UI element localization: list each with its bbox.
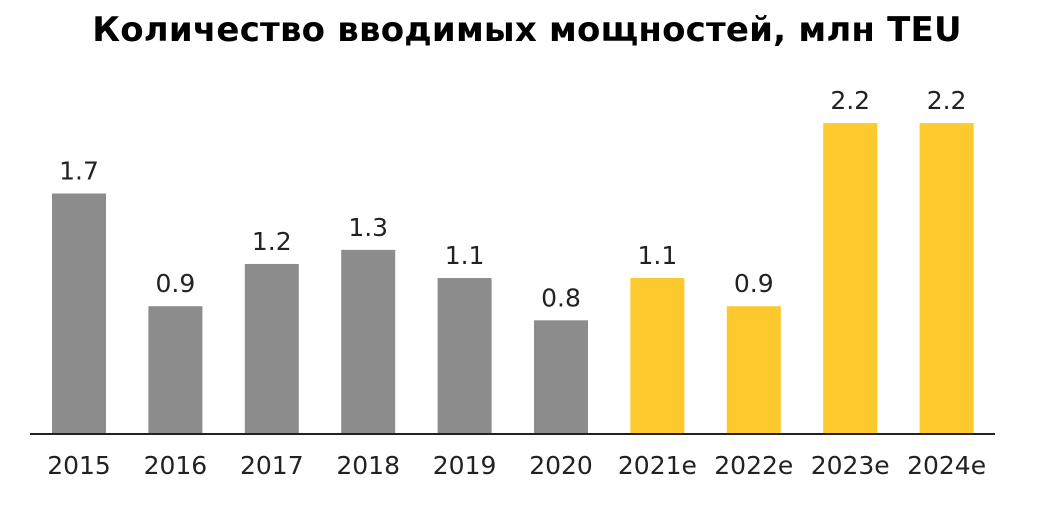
x-tick-label-2021e: 2021e [618,451,697,480]
x-tick-label-2017: 2017 [240,451,304,480]
value-label-2021e: 1.1 [638,241,678,270]
bar-2016 [148,306,203,433]
bar-2015 [52,193,106,433]
x-tick-label-2023e: 2023e [811,451,890,480]
x-tick-label-2015: 2015 [47,451,111,480]
chart-title: Количество вводимых мощностей, млн TEU [92,10,962,50]
value-label-2015: 1.7 [59,157,99,186]
value-label-2020: 0.8 [541,283,581,312]
value-label-2018: 1.3 [348,213,388,242]
x-tick-label-2019: 2019 [433,451,497,480]
value-label-2017: 1.2 [252,227,292,256]
value-label-2016: 0.9 [156,269,196,298]
bar-2023e [823,123,878,433]
value-labels-group: 1.7 0.9 1.2 1.3 1.1 0.8 1.1 0.9 2.2 2.2 [59,86,966,312]
bar-2024e [919,123,974,433]
value-label-2024e: 2.2 [927,86,967,115]
x-tick-labels-group: 2015 2016 2017 2018 2019 2020 2021e 2022e 2023e 2… [47,451,986,480]
x-tick-label-2022e: 2022e [714,451,793,480]
x-tick-label-2024e: 2024e [907,451,986,480]
value-label-2019: 1.1 [445,241,485,270]
value-label-2023e: 2.2 [830,86,870,115]
value-label-2022e: 0.9 [734,269,774,298]
x-tick-label-2020: 2020 [529,451,593,480]
x-tick-label-2018: 2018 [336,451,400,480]
bar-2018 [341,249,396,433]
bar-2022e [726,306,781,433]
bars-group [52,123,974,433]
bar-2021e [630,278,685,433]
bar-2020 [534,320,588,433]
bar-2017 [244,263,299,433]
x-tick-label-2016: 2016 [144,451,208,480]
bar-2019 [437,278,492,433]
